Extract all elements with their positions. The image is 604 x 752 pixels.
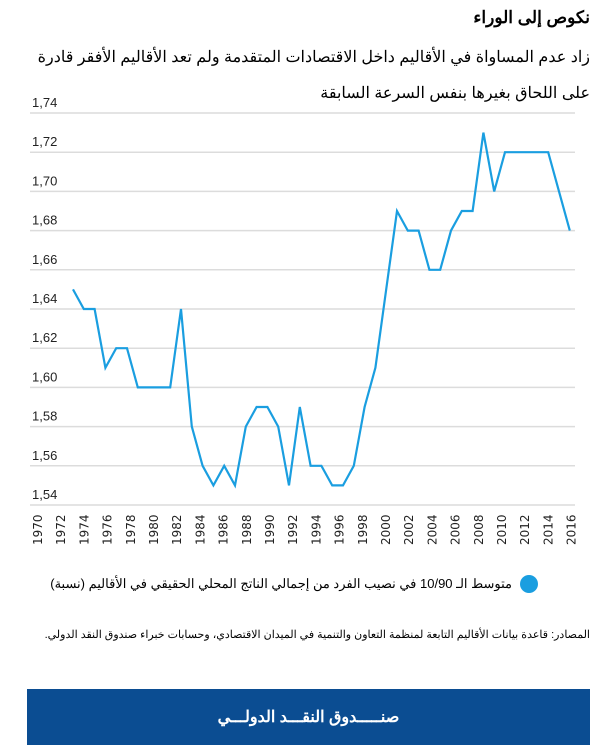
x-tick-label: 1980 bbox=[147, 514, 161, 545]
footer-banner: صنـــــدوق النقـــد الدولـــي bbox=[27, 689, 590, 745]
line-chart: 1,54 1,56 1,58 1,60 1,62 1,64 1,66 1,68 1,70 1,72… bbox=[30, 95, 579, 545]
y-tick-label: 1,62 bbox=[32, 330, 57, 345]
x-tick-label: 2004 bbox=[425, 514, 439, 545]
x-tick-label: 2012 bbox=[518, 514, 532, 545]
imf-logo-text: صنـــــدوق النقـــد الدولـــي bbox=[217, 709, 400, 726]
x-tick-label: 1984 bbox=[193, 514, 207, 545]
x-tick-label: 1988 bbox=[240, 514, 254, 545]
x-tick-label: 1982 bbox=[170, 514, 184, 545]
source-note: المصادر: قاعدة بيانات الأقاليم التابعة ل… bbox=[44, 629, 590, 641]
x-tick-label: 1996 bbox=[333, 514, 347, 545]
x-tick-label: 1970 bbox=[31, 514, 45, 545]
y-tick-label: 1,72 bbox=[32, 134, 57, 149]
x-tick-label: 1998 bbox=[356, 514, 370, 545]
x-tick-label: 1986 bbox=[217, 514, 231, 545]
x-tick-label: 1976 bbox=[101, 514, 115, 545]
legend-marker-icon bbox=[520, 575, 538, 593]
x-tick-label: 1972 bbox=[54, 514, 68, 545]
legend-label: متوسط الـ 10/90 في نصيب الفرد من إجمالي … bbox=[50, 576, 512, 591]
x-tick-label: 2008 bbox=[472, 514, 486, 545]
x-tick-label: 1994 bbox=[309, 514, 323, 545]
x-tick-label: 2006 bbox=[449, 514, 463, 545]
x-tick-label: 1992 bbox=[286, 514, 300, 545]
y-tick-label: 1,66 bbox=[32, 252, 57, 267]
x-tick-label: 1974 bbox=[77, 514, 91, 545]
x-tick-label: 2000 bbox=[379, 514, 393, 545]
chart-subtitle: زاد عدم المساواة في الأقاليم داخل الاقتص… bbox=[37, 49, 590, 102]
y-tick-label: 1,64 bbox=[32, 291, 57, 306]
legend: متوسط الـ 10/90 في نصيب الفرد من إجمالي … bbox=[50, 575, 538, 593]
x-tick-label: 1990 bbox=[263, 514, 277, 545]
y-tick-label: 1,74 bbox=[32, 95, 57, 110]
y-tick-label: 1,58 bbox=[32, 409, 57, 424]
y-tick-label: 1,70 bbox=[32, 173, 57, 188]
x-tick-label: 1978 bbox=[124, 514, 138, 545]
x-tick-label: 2002 bbox=[402, 514, 416, 545]
x-tick-label: 2014 bbox=[541, 514, 555, 545]
y-tick-label: 1,56 bbox=[32, 448, 57, 463]
y-tick-label: 1,54 bbox=[32, 487, 57, 502]
x-tick-label: 2016 bbox=[565, 514, 579, 545]
x-tick-label: 2010 bbox=[495, 514, 509, 545]
chart-title: نكوص إلى الوراء bbox=[473, 8, 590, 27]
y-tick-label: 1,68 bbox=[32, 213, 57, 228]
y-tick-label: 1,60 bbox=[32, 369, 57, 384]
